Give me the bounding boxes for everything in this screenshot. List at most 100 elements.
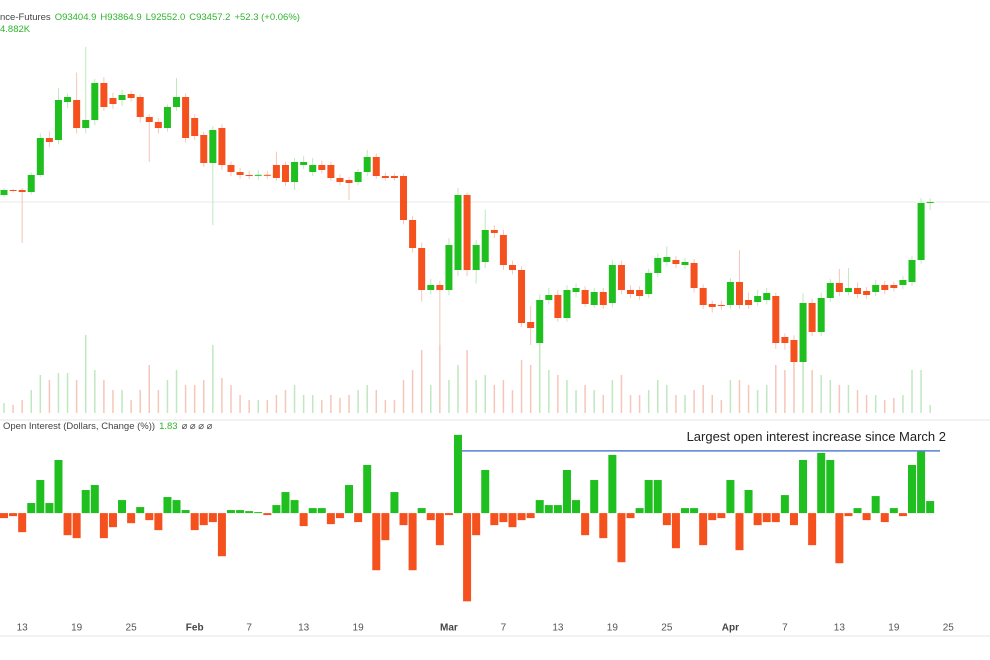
candle-body	[336, 178, 344, 182]
candle-body	[300, 162, 308, 165]
oi-bar	[853, 508, 862, 514]
volume-bar	[448, 380, 450, 413]
oi-bar	[562, 469, 571, 514]
volume-bar	[702, 384, 704, 413]
volume-bar	[493, 384, 496, 413]
oi-bar	[608, 454, 617, 514]
volume-bar	[711, 394, 713, 413]
volume-bar	[66, 373, 69, 413]
oi-bar	[54, 459, 63, 514]
candle-body	[9, 190, 17, 191]
candle-body	[790, 340, 798, 362]
oi-bar	[635, 508, 644, 514]
candle-body	[581, 290, 589, 304]
volume-bar	[175, 370, 178, 413]
oi-bar	[72, 513, 81, 539]
candle-body	[345, 180, 353, 183]
volume-bar	[384, 400, 387, 413]
volume-header: 4.882K	[0, 24, 34, 35]
x-tick-label: Feb	[186, 623, 204, 634]
oi-bar	[681, 508, 689, 514]
candle-body	[372, 157, 380, 176]
volume-bar	[847, 384, 850, 413]
change-label: +52.3 (+0.06%)	[234, 12, 300, 23]
volume-bar	[393, 400, 396, 413]
candle-body	[681, 262, 689, 265]
oi-bar	[535, 500, 544, 514]
candle-body	[854, 288, 862, 294]
oi-bar	[735, 513, 744, 551]
oi-bar	[499, 513, 508, 523]
volume-bar	[538, 340, 541, 413]
volume-bar	[402, 380, 405, 413]
candle-body	[263, 174, 271, 176]
candle-body	[835, 283, 843, 292]
volume-bar	[802, 360, 804, 413]
oi-bar	[490, 513, 499, 526]
oi-bar	[626, 513, 635, 519]
candle-body	[672, 260, 680, 264]
volume-bar	[293, 384, 296, 413]
oi-bar	[354, 513, 363, 523]
oi-bar	[454, 434, 462, 514]
candle-body	[209, 130, 217, 163]
x-tick-label: 13	[552, 623, 564, 634]
oi-bar	[163, 497, 172, 514]
oi-bar	[127, 513, 136, 524]
candle-body	[64, 97, 72, 102]
candle-body	[427, 285, 435, 290]
oi-bar	[726, 480, 735, 514]
oi-bar	[90, 485, 99, 514]
volume-bar	[566, 380, 568, 413]
oi-bar	[572, 500, 581, 514]
oi-bar	[517, 513, 526, 521]
volume-bar	[348, 394, 350, 413]
oi-bar	[762, 513, 771, 523]
volume-bar	[874, 394, 877, 413]
oi-bar	[335, 513, 344, 519]
volume-bar	[212, 344, 214, 413]
candle-body	[91, 83, 99, 120]
oi-bar	[108, 513, 117, 528]
x-tick-label: 19	[607, 623, 619, 634]
x-tick-label: Mar	[440, 623, 458, 634]
x-tick-label: 7	[246, 623, 252, 634]
oi-bar	[917, 450, 926, 514]
candle-body	[708, 304, 716, 307]
volume-bar	[466, 350, 468, 413]
volume-bar	[311, 394, 314, 413]
candle-body	[400, 176, 408, 220]
oi-bar	[245, 511, 254, 514]
x-tick-label: 13	[834, 623, 846, 634]
volume-bar	[457, 364, 459, 413]
volume-bar	[611, 380, 614, 413]
volume-bar	[330, 394, 332, 413]
volume-bar	[75, 380, 78, 413]
candle-body	[236, 172, 244, 175]
candle-body	[654, 258, 662, 273]
candle-body	[227, 165, 235, 172]
volume-bar	[257, 400, 259, 413]
oi-bar	[644, 480, 653, 514]
oi-bar	[771, 513, 780, 523]
candle-body	[508, 265, 516, 270]
candle-body	[926, 202, 934, 204]
candle-body	[799, 303, 807, 362]
candle-body	[145, 117, 153, 122]
volume-bar	[302, 394, 305, 413]
candle-body	[890, 285, 898, 288]
oi-bar	[463, 513, 472, 602]
candle-body	[45, 138, 53, 142]
volume-bar	[784, 370, 786, 413]
oi-bar	[599, 513, 608, 539]
candle-body	[863, 291, 871, 295]
oi-bar	[617, 513, 626, 563]
x-tick-label: 7	[782, 623, 788, 634]
volume-bar	[366, 384, 368, 413]
oi-bar	[199, 513, 208, 526]
volume-bar	[765, 384, 768, 413]
volume-bar	[629, 394, 632, 413]
candle-body	[554, 295, 562, 318]
oi-bar	[590, 480, 599, 514]
